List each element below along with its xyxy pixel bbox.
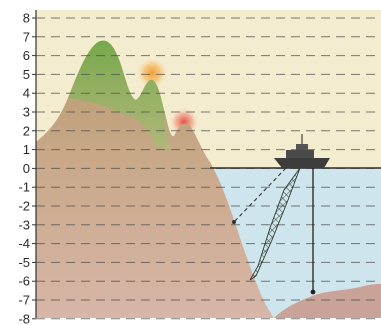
- tick-label: 2: [23, 123, 30, 138]
- tick-label: 6: [23, 48, 30, 63]
- tick-label: -7: [18, 293, 30, 308]
- tick-label: -5: [18, 255, 30, 270]
- tick-label: -4: [18, 236, 30, 251]
- depth-gridlines: [36, 17, 381, 320]
- fishing-net-icon: [249, 167, 301, 281]
- tick-label: -6: [18, 274, 30, 289]
- tick-label: 3: [23, 105, 30, 120]
- depth-sounding-line-icon: [310, 168, 316, 295]
- sun-glow: [136, 57, 168, 89]
- tick-label: 1: [23, 142, 30, 157]
- tow-line: [233, 167, 287, 223]
- tick-label: 7: [23, 29, 30, 44]
- tick-label: 4: [23, 86, 30, 101]
- seabed: [274, 284, 381, 318]
- tick-label: -3: [18, 217, 30, 232]
- tick-label: -2: [18, 199, 30, 214]
- tick-label: 5: [23, 67, 30, 82]
- ship-icon: [274, 134, 330, 168]
- tick-label: 8: [23, 11, 30, 26]
- axis-tick-labels: 8 7 6 5 4 3 2 1 0 -1 -2 -3 -4 -5 -6 -7 -8: [18, 11, 36, 325]
- tick-label: -8: [18, 311, 30, 325]
- anchor-point: [232, 220, 236, 224]
- mountain-landmass: [36, 40, 274, 318]
- vegetation-zone: [68, 40, 170, 151]
- tick-label: -1: [18, 180, 30, 195]
- tick-label: 0: [23, 161, 30, 176]
